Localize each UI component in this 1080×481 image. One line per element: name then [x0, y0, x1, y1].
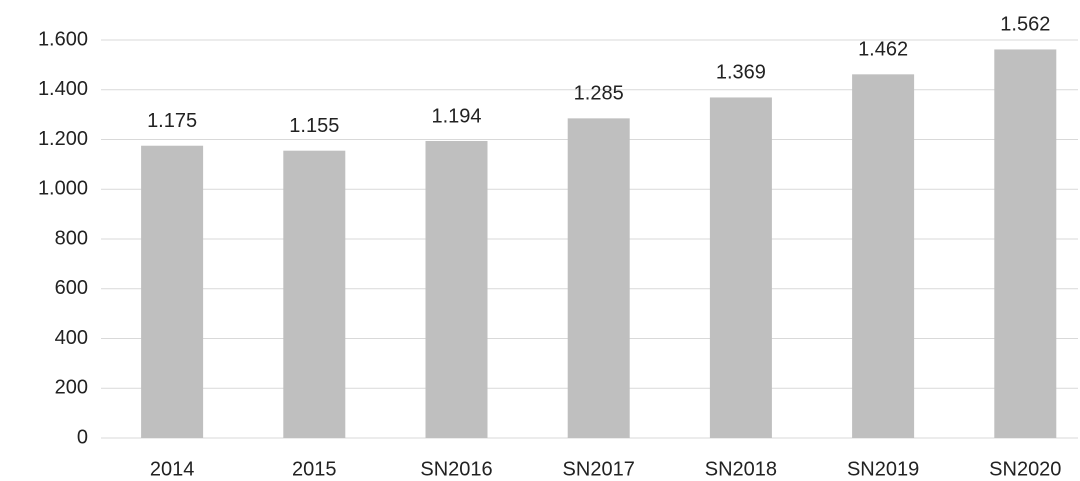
data-label: 1.369: [716, 62, 766, 84]
x-tick-label: 2014: [150, 458, 195, 480]
x-tick-label: 2015: [292, 458, 337, 480]
data-label: 1.155: [289, 115, 339, 137]
data-label: 1.562: [1000, 14, 1050, 36]
y-tick-label: 0: [77, 426, 88, 448]
data-label: 1.462: [858, 39, 908, 61]
x-tick-label: SN2020: [989, 458, 1061, 480]
y-tick-label: 1.000: [38, 178, 88, 200]
y-tick-label: 200: [55, 377, 88, 399]
y-tick-label: 1.400: [38, 78, 88, 100]
y-tick-label: 600: [55, 277, 88, 299]
x-tick-label: SN2019: [847, 458, 919, 480]
bar: [567, 118, 630, 438]
bar: [283, 150, 346, 438]
data-label: 1.194: [431, 105, 481, 127]
y-tick-label: 1.200: [38, 128, 88, 150]
bar: [141, 145, 204, 438]
data-label: 1.285: [574, 83, 624, 105]
y-tick-label: 800: [55, 227, 88, 249]
bar: [425, 140, 488, 438]
bar: [852, 74, 915, 438]
x-tick-label: SN2016: [420, 458, 492, 480]
y-tick-label: 400: [55, 327, 88, 349]
bar: [994, 49, 1057, 438]
bar: [709, 97, 772, 439]
x-tick-label: SN2018: [705, 458, 777, 480]
data-label: 1.175: [147, 110, 197, 132]
y-tick-label: 1.600: [38, 28, 88, 50]
x-tick-label: SN2017: [563, 458, 635, 480]
